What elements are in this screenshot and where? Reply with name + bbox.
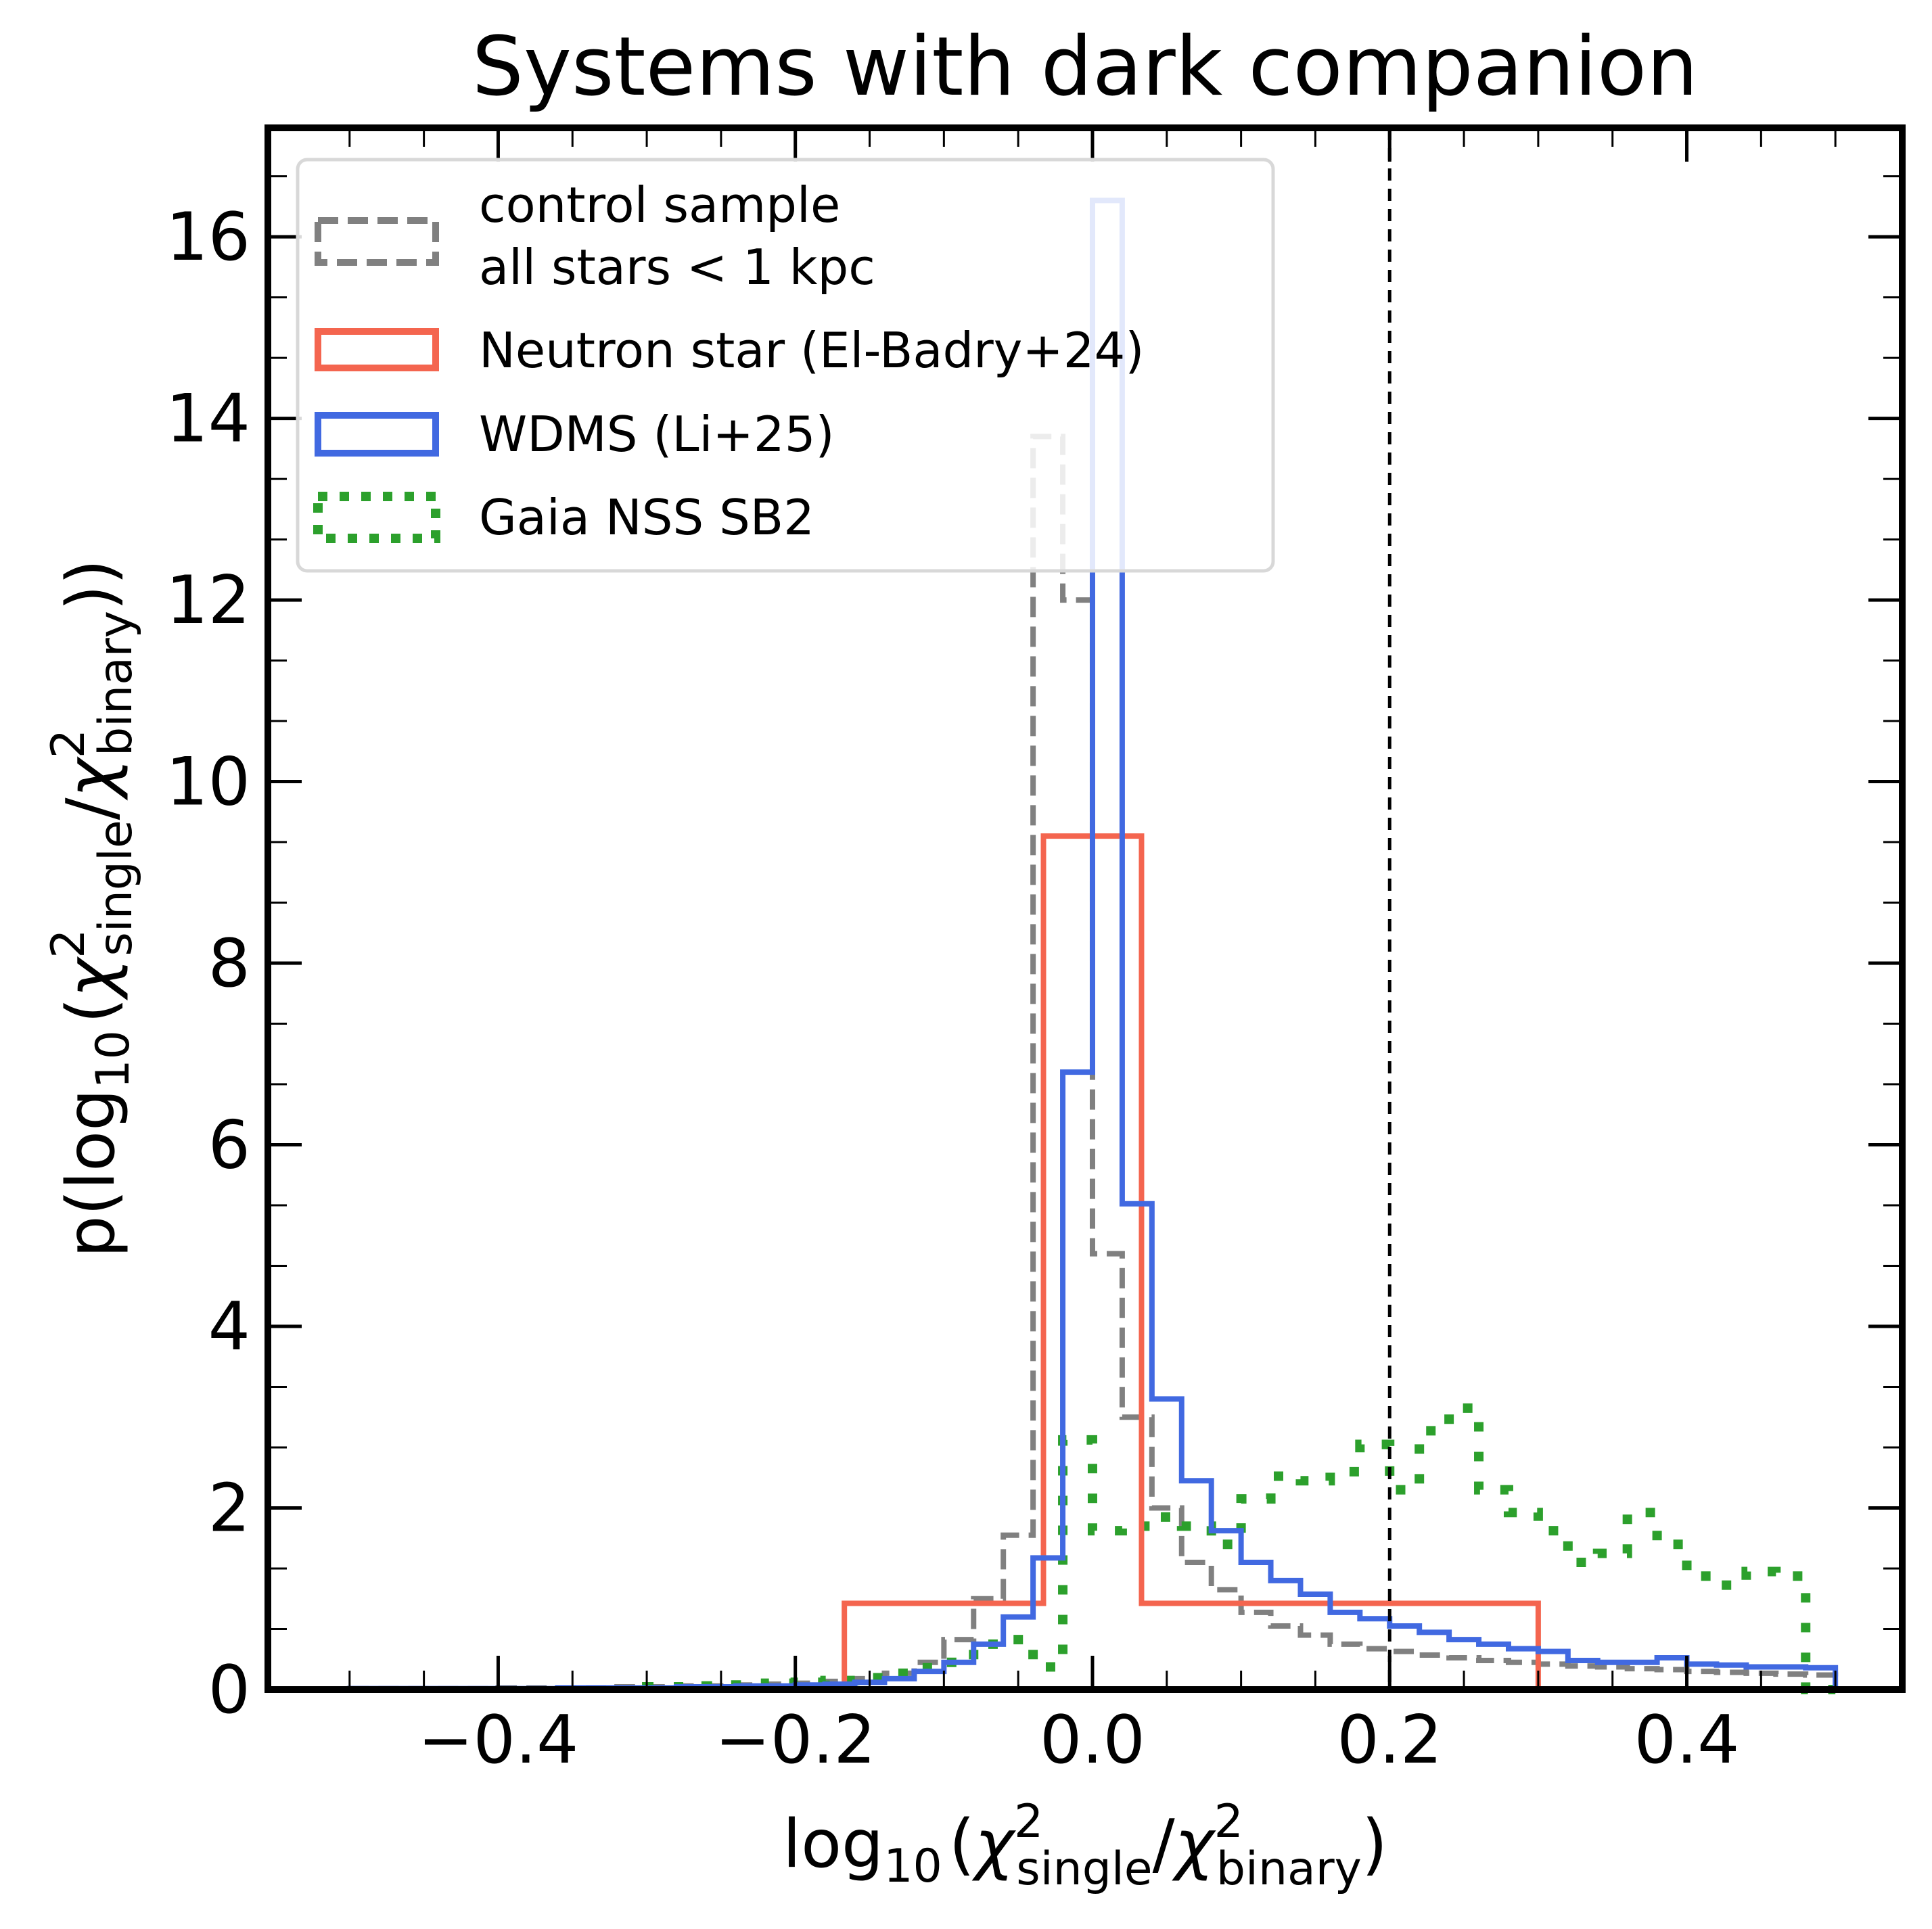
y-tick-label: 6 — [208, 1107, 250, 1184]
y-label-slash: / — [53, 797, 130, 820]
y-tick-label: 8 — [208, 925, 250, 1002]
x-tick-label: 0.4 — [1634, 1702, 1740, 1779]
y-tick-label: 2 — [208, 1470, 250, 1548]
x-label-chi2: χ — [1172, 1806, 1216, 1883]
x-tick-label: −0.2 — [715, 1702, 876, 1779]
legend: control sample all stars < 1 kpc Neutron… — [296, 158, 1275, 573]
legend-swatch-neutron-star — [315, 328, 439, 371]
legend-label-control-line1: control sample — [479, 177, 840, 233]
y-label-sq2: 2 — [42, 729, 95, 758]
y-label-open: ( — [53, 998, 130, 1023]
x-label-slash: / — [1153, 1806, 1176, 1883]
x-label-single: single — [1016, 1842, 1152, 1896]
x-axis-label: log10 (χ2 single/χ2 binary) — [783, 1795, 1387, 1896]
y-label-sq1: 2 — [42, 929, 95, 958]
x-label-sq1: 2 — [1014, 1795, 1043, 1849]
y-tick-label: 0 — [208, 1652, 250, 1729]
y-tick-label: 14 — [166, 381, 250, 458]
x-label-binary: binary — [1216, 1842, 1362, 1896]
x-label-close: ) — [1362, 1806, 1387, 1883]
x-label-sq2: 2 — [1214, 1795, 1243, 1849]
legend-box — [296, 158, 1275, 573]
legend-swatch-wdms — [315, 412, 439, 457]
y-label-single: single — [89, 820, 143, 956]
y-tick-label: 10 — [166, 744, 250, 821]
y-axis-label: p(log10(χ2single/χ2binary)) — [42, 559, 143, 1258]
x-tick-label: 0.0 — [1040, 1702, 1145, 1779]
plot-frame — [264, 124, 1906, 1693]
legend-swatch-gaia-nss-sb2 — [313, 492, 440, 543]
y-label-sub10: 10 — [87, 1030, 140, 1089]
legend-swatch-control — [315, 217, 439, 266]
x-label-open: ( — [949, 1806, 975, 1883]
legend-label-gaia-nss-sb2: Gaia NSS SB2 — [479, 489, 814, 546]
legend-label-wdms: WDMS (Li+25) — [479, 406, 835, 463]
y-tick-label: 16 — [166, 199, 250, 276]
y-tick-label: 4 — [208, 1288, 250, 1366]
tick-labels: −0.4 −0.2 0.0 0.2 0.4 0 2 4 6 8 10 12 14 16 — [166, 199, 1739, 1779]
x-label-log: log — [783, 1806, 883, 1883]
x-label-chi: χ — [971, 1806, 1016, 1883]
x-tick-label: 0.2 — [1337, 1702, 1442, 1779]
y-label-close: )) — [53, 559, 130, 611]
y-label-chi2: χ — [53, 756, 130, 801]
legend-label-control-line2: all stars < 1 kpc — [479, 239, 875, 296]
x-tick-label: −0.4 — [417, 1702, 578, 1779]
legend-label-neutron-star: Neutron star (El-Badry+24) — [479, 322, 1144, 379]
y-tick-label: 12 — [166, 562, 250, 639]
y-label-prefix: p(log — [53, 1089, 130, 1258]
chart-title: Systems with dark companion — [472, 20, 1698, 114]
y-label-chi: χ — [53, 956, 130, 1001]
x-label-sub10: 10 — [883, 1840, 942, 1893]
y-label-binary: binary — [89, 611, 143, 756]
